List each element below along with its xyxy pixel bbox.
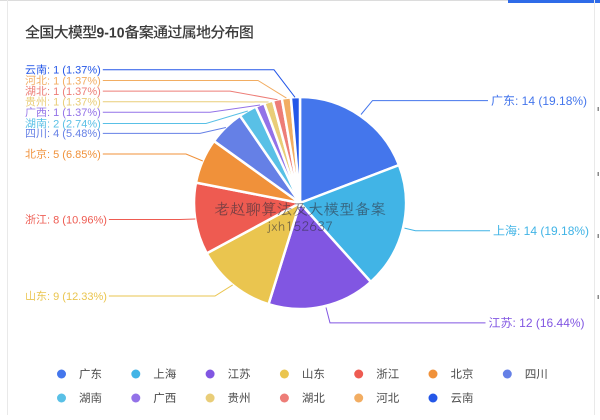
svg-text:: 12 (16.44%): : 12 (16.44%) [513, 316, 585, 330]
svg-text:: 1 (1.37%): : 1 (1.37%) [47, 97, 101, 109]
svg-text:: 8 (10.96%): : 8 (10.96%) [47, 214, 107, 226]
svg-text:: 1 (1.37%): : 1 (1.37%) [47, 107, 101, 119]
svg-text:: 4 (5.48%): : 4 (5.48%) [47, 128, 101, 140]
svg-text:: 1 (1.37%): : 1 (1.37%) [47, 65, 101, 77]
svg-text:9-10: 9-10 [97, 25, 125, 42]
svg-text:: 9 (12.33%): : 9 (12.33%) [47, 291, 107, 303]
svg-text:: 1 (1.37%): : 1 (1.37%) [47, 86, 101, 98]
svg-text:: 5 (6.85%): : 5 (6.85%) [47, 149, 101, 161]
svg-text:: 14 (19.18%): : 14 (19.18%) [515, 94, 587, 108]
svg-text:: 14 (19.18%): : 14 (19.18%) [517, 224, 589, 238]
svg-text:: 1 (1.37%): : 1 (1.37%) [47, 75, 101, 87]
svg-text:: 2 (2.74%): : 2 (2.74%) [47, 118, 101, 130]
